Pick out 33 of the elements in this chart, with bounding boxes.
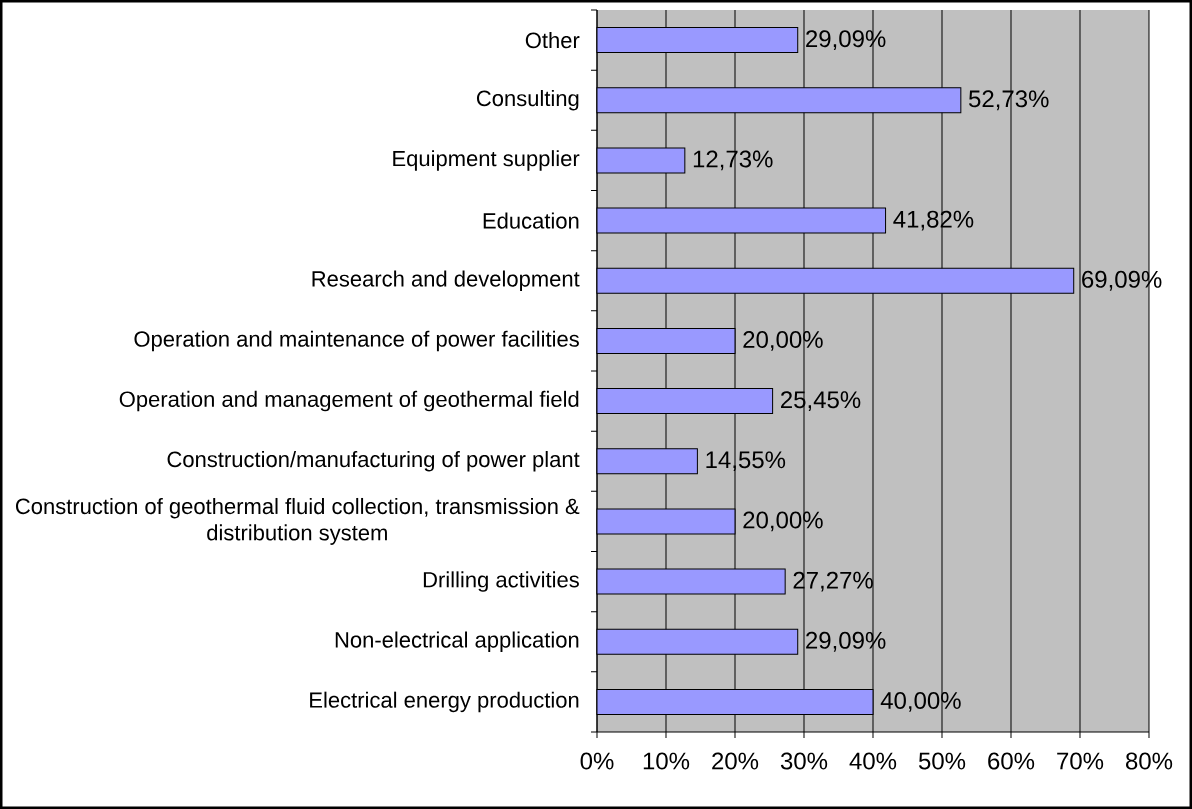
y-tick-label: Electrical energy production xyxy=(310,691,579,713)
y-tick-label: Drilling activities xyxy=(423,571,579,592)
x-tick-label: 60% xyxy=(988,752,1035,770)
y-tick-label: Operation and management of geothermal field xyxy=(119,390,579,412)
data-label: 12,73% xyxy=(693,150,773,171)
x-tick-label: 80% xyxy=(1126,752,1173,770)
data-label: 40,00% xyxy=(880,692,961,712)
data-label: 69,09% xyxy=(1082,270,1162,291)
data-label: 29,09% xyxy=(806,631,886,652)
x-tick-label: 50% xyxy=(918,752,966,770)
data-label: 20,00% xyxy=(743,331,823,351)
y-tick-label: Non-electrical application xyxy=(335,631,579,653)
y-tick-label: Other xyxy=(525,32,580,49)
y-tick-label: Construction/manufacturing of power plant xyxy=(167,450,580,472)
data-label: 41,82% xyxy=(893,210,974,231)
data-label: 52,73% xyxy=(968,90,1049,111)
y-tick-label: Equipment supplier xyxy=(393,150,580,171)
data-label: 27,27% xyxy=(793,571,873,592)
x-tick-label: 0% xyxy=(580,752,614,770)
x-tick-label: 10% xyxy=(643,752,690,770)
x-tick-label: 20% xyxy=(712,752,759,770)
y-tick-label: Construction of geothermal fluid collection, transmission & distribution system xyxy=(15,497,580,545)
y-tick-label: Operation and maintenance of power facilities xyxy=(134,330,579,352)
data-label: 29,09% xyxy=(806,30,886,50)
x-tick-label: 40% xyxy=(849,752,897,770)
y-tick-label: Consulting xyxy=(476,89,579,111)
data-label: 20,00% xyxy=(743,511,823,532)
y-tick-label: Education xyxy=(483,212,579,229)
x-tick-label: 70% xyxy=(1057,752,1104,770)
data-label: 25,45% xyxy=(781,391,861,412)
x-tick-label: 30% xyxy=(780,752,828,770)
y-tick-label: Research and development xyxy=(312,270,580,292)
data-label: 14,55% xyxy=(706,451,786,472)
